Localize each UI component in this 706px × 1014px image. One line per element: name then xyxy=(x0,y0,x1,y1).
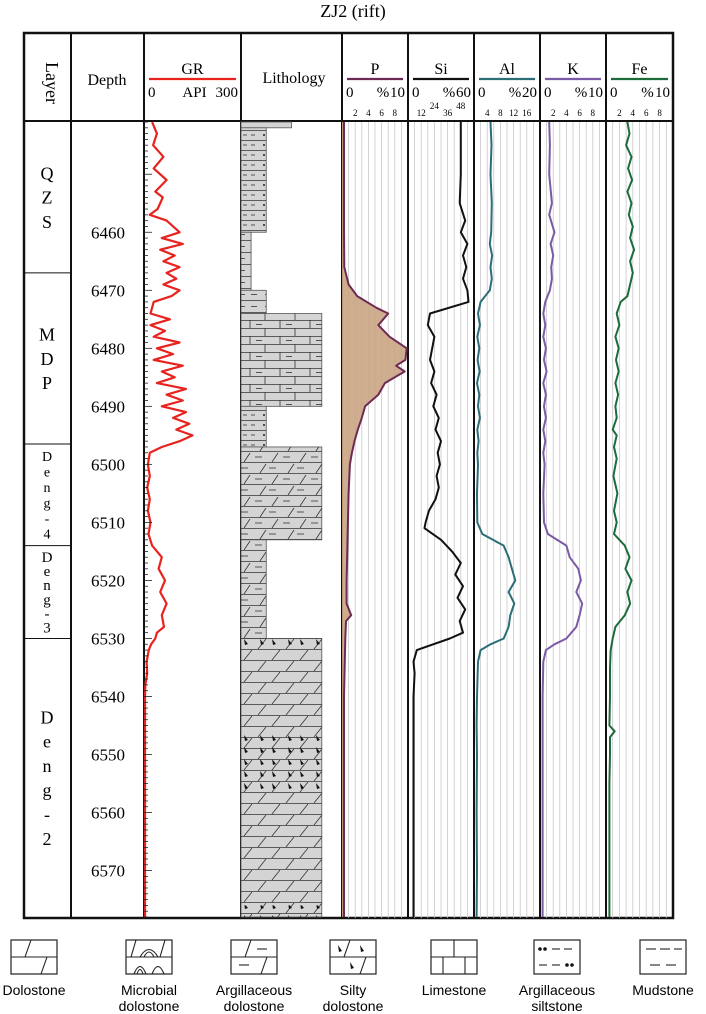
k-tick-label: 6 xyxy=(577,108,582,118)
lith-pattern-silty-overlay xyxy=(241,731,322,796)
p-track-name: P xyxy=(371,61,380,78)
k-scale: 0 %10 xyxy=(544,85,603,101)
gr-scale: 0 API 300 xyxy=(148,85,238,101)
fe-scale: 0 %10 xyxy=(610,85,670,101)
p-tick-label: 2 xyxy=(353,108,358,118)
si-track-name: Si xyxy=(434,61,448,78)
lith-pattern-argillaceous-siltstone xyxy=(241,406,267,447)
legend-label: Argillaceous xyxy=(519,982,595,998)
legend-label: Silty xyxy=(340,982,366,998)
k-tick-label: 8 xyxy=(591,108,596,118)
al-tick-label: 16 xyxy=(522,108,532,118)
si-curve xyxy=(412,122,470,917)
si-tick-label: 36 xyxy=(443,108,453,118)
al-curve xyxy=(475,121,517,918)
lith-pattern-mudstone xyxy=(241,232,252,291)
depth-header: Depth xyxy=(87,72,126,89)
al-tick-label: 4 xyxy=(485,108,490,118)
lithology-header: Lithology xyxy=(262,70,325,87)
legend-label: dolostone xyxy=(119,998,180,1014)
si-tick-label: 24 xyxy=(430,101,440,111)
si-scale: 0 %60 xyxy=(412,85,471,101)
legend-label: Argillaceous xyxy=(216,982,292,998)
depth-label: 6460 xyxy=(91,223,125,242)
layer-header: Layer xyxy=(42,62,62,104)
depth-label: 6470 xyxy=(91,281,125,300)
depth-label: 6530 xyxy=(91,629,125,648)
al-tick-label: 8 xyxy=(498,108,503,118)
p-curve-fill xyxy=(342,122,407,917)
p-tick-label: 6 xyxy=(379,108,384,118)
p-scale: 0 %10 xyxy=(346,85,405,101)
fe-tick-label: 6 xyxy=(644,108,649,118)
k-track-name: K xyxy=(567,61,579,78)
depth-label: 6550 xyxy=(91,746,125,765)
lith-pattern-silty-overlay xyxy=(241,905,322,917)
k-curve xyxy=(541,121,584,917)
legend-label: Mudstone xyxy=(632,982,694,998)
depth-label: 6510 xyxy=(91,513,125,532)
depth-label: 6540 xyxy=(91,687,125,706)
lith-pattern-mudstone xyxy=(241,290,267,314)
depth-label: 6570 xyxy=(91,862,125,881)
fe-track-name: Fe xyxy=(632,61,648,78)
al-tick-label: 12 xyxy=(509,108,518,118)
legend-item-mudstone: Mudstone xyxy=(632,939,694,998)
legend-item-dolostone: Dolostone xyxy=(2,939,66,998)
layer-column: Q Z S M D P D e n g -4 D e n g -3 D e n g -2 xyxy=(24,163,71,849)
legend-label: Microbial xyxy=(121,982,177,998)
depth-label: 6560 xyxy=(91,804,125,823)
fe-tick-label: 4 xyxy=(631,108,636,118)
legend-item-limestone: Limestone xyxy=(422,939,487,998)
p-tick-label: 8 xyxy=(393,108,398,118)
lith-pattern-limestone xyxy=(241,313,322,407)
lith-pattern-argillaceous-siltstone xyxy=(241,127,267,233)
legend-label: Dolostone xyxy=(2,982,65,998)
gr-track-name: GR xyxy=(181,61,204,78)
depth-axis: 6460 6470 6480 6490 6500 6510 6520 6530 6540 6550… xyxy=(91,121,152,918)
legend-label: dolostone xyxy=(224,998,285,1014)
lith-pattern-argillaceous-dolostone xyxy=(241,446,322,540)
lith-interval-small xyxy=(240,121,292,129)
legend-label: Limestone xyxy=(422,982,487,998)
fe-tick-label: 8 xyxy=(657,108,662,118)
p-tick-label: 4 xyxy=(366,108,371,118)
lith-pattern-argillaceous-dolostone xyxy=(241,539,267,639)
track-gridlines xyxy=(348,122,667,918)
legend-label: siltstone xyxy=(531,998,583,1014)
fe-curve xyxy=(608,121,636,917)
figure-title: ZJ2 (rift) xyxy=(320,1,385,22)
depth-label: 6480 xyxy=(91,339,125,358)
si-tick-label: 48 xyxy=(456,101,466,111)
legend: Dolostone MicrobialdolostoneArgillaceousd… xyxy=(2,939,694,1014)
depth-label: 6490 xyxy=(91,397,125,416)
depth-label: 6500 xyxy=(91,455,125,474)
al-scale: 0 %20 xyxy=(478,85,537,101)
p-curve xyxy=(343,122,408,917)
k-tick-label: 4 xyxy=(564,108,569,118)
si-tick-label: 12 xyxy=(417,108,426,118)
fe-tick-label: 2 xyxy=(617,108,622,118)
al-track-name: Al xyxy=(499,61,516,78)
log-curves xyxy=(143,121,636,918)
lith-pattern-silty-overlay xyxy=(241,638,322,651)
lithology-column xyxy=(240,121,323,918)
legend-label: dolostone xyxy=(323,998,384,1014)
gr-curve xyxy=(143,121,194,917)
depth-label: 6520 xyxy=(91,571,125,590)
k-tick-label: 2 xyxy=(551,108,556,118)
